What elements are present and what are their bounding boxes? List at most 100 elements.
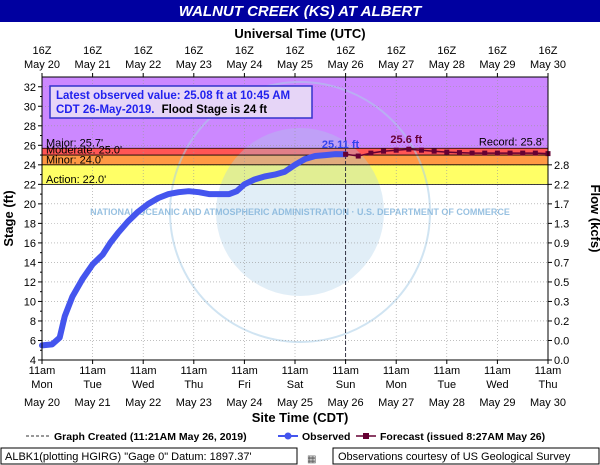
observed-point <box>165 191 172 197</box>
forecast-point <box>494 150 500 156</box>
forecast-point <box>343 151 349 157</box>
top-time-label: 16Z <box>33 45 52 57</box>
bottom-time-label: 11am <box>332 365 359 377</box>
watermark-disc <box>216 128 384 296</box>
record-label: Record: 25.8' <box>479 136 544 148</box>
bottom-weekday-label: Mon <box>385 379 406 391</box>
y2-tick-label: 0.5 <box>554 277 569 289</box>
top-time-label: 16Z <box>336 45 355 57</box>
bottom-date-label: May 25 <box>277 397 313 409</box>
threshold-label-minor: Minor: 24.0' <box>46 154 103 166</box>
bottom-weekday-label: Mon <box>31 379 52 391</box>
y2-tick-label: 0.0 <box>554 355 569 367</box>
bottom-weekday-label: Wed <box>486 379 508 391</box>
bottom-time-label: 11am <box>535 365 562 377</box>
y-tick-label: 30 <box>24 101 36 113</box>
y-axis-title: Stage (ft) <box>1 190 16 246</box>
observed-point <box>241 181 247 187</box>
top-date-label: May 26 <box>328 59 364 71</box>
y2-tick-label: 1.7 <box>554 199 569 211</box>
legend-observed-label: Observed <box>302 431 350 443</box>
forecast-point <box>381 148 387 154</box>
axes: 4 6 8 10 12 14 16 18 20 22 24 26 28 30 32 0.0 0.0 0.2 0.3 0… <box>1 45 600 409</box>
bottom-time-label: 11am <box>433 365 460 377</box>
y2-tick-label: 0.0 <box>554 335 569 347</box>
y-tick-label: 20 <box>24 199 36 211</box>
band-minor <box>42 155 548 165</box>
bottom-date-label: May 24 <box>226 397 262 409</box>
top-time-label: 16Z <box>184 45 203 57</box>
observed-point <box>90 261 96 267</box>
forecast-point <box>419 147 424 153</box>
top-time-label: 16Z <box>83 45 102 57</box>
top-date-label: May 30 <box>530 59 566 71</box>
bottom-weekday-label: Thu <box>184 379 203 391</box>
bottom-weekday-label: Thu <box>539 379 558 391</box>
threshold-label-action: Action: 22.0' <box>46 174 106 186</box>
y-tick-label: 26 <box>24 140 36 152</box>
top-axis-title: Universal Time (UTC) <box>234 26 365 41</box>
y2-tick-label: 0.3 <box>554 296 569 308</box>
bottom-axis-title: Site Time (CDT) <box>252 410 349 425</box>
observed-point <box>57 334 63 341</box>
y-tick-label: 12 <box>24 277 36 289</box>
info-box-line1: Latest observed value: 25.08 ft at 10:45… <box>56 90 290 102</box>
bottom-date-label: May 20 <box>24 397 60 409</box>
y2-tick-label: 1.3 <box>554 218 569 230</box>
forecast-point <box>406 146 412 152</box>
y-tick-label: 18 <box>24 218 36 230</box>
top-date-label: May 28 <box>429 59 465 71</box>
observed-point <box>322 152 328 158</box>
band-action <box>42 164 548 185</box>
bottom-time-label: 11am <box>29 365 56 377</box>
top-date-label: May 25 <box>277 59 313 71</box>
y-tick-label: 14 <box>24 257 36 269</box>
series-layer: 25.11 ft 25.6 ft <box>39 134 551 349</box>
top-time-label: 16Z <box>286 45 305 57</box>
observed-point <box>100 252 106 258</box>
chart-title: WALNUT CREEK (KS) AT ALBERT <box>179 3 423 20</box>
footer-right-box <box>332 447 600 465</box>
watermark-text: NATIONAL OCEANIC AND ATMOSPHERIC ADMINIS… <box>90 207 510 217</box>
observed-point <box>312 153 318 159</box>
observed-point <box>69 293 75 300</box>
footer-left-box <box>0 447 298 465</box>
legend-created-label: Graph Created (11:21AM May 26, 2019) <box>54 431 247 443</box>
observed-point <box>135 209 141 215</box>
forecast-point <box>532 150 538 156</box>
bottom-weekday-label: Tue <box>438 379 457 391</box>
y-tick-label: 10 <box>24 296 36 308</box>
y-tick-label: 8 <box>30 316 36 328</box>
observed-point <box>176 189 182 195</box>
info-box <box>49 85 313 119</box>
top-time-label: 16Z <box>387 45 406 57</box>
y-tick-label: 24 <box>24 160 36 172</box>
y-tick-label: 6 <box>30 335 36 347</box>
top-time-label: 16Z <box>437 45 456 57</box>
bottom-weekday-label: Sat <box>287 379 304 391</box>
observed-point <box>226 191 232 197</box>
observed-point <box>332 151 339 157</box>
top-time-label: 16Z <box>539 45 558 57</box>
forecast-point <box>444 149 450 155</box>
observed-point <box>251 176 258 183</box>
noaa-watermark: NATIONAL OCEANIC AND ATMOSPHERIC ADMINIS… <box>90 81 510 343</box>
observed-point <box>62 313 68 319</box>
bottom-date-label: May 29 <box>479 397 515 409</box>
observed-point <box>206 191 212 197</box>
noaa-mini-logo: ▦ <box>307 454 316 465</box>
top-date-label: May 29 <box>479 59 515 71</box>
bottom-weekday-label: Sun <box>336 379 356 391</box>
top-time-label: 16Z <box>134 45 153 57</box>
bottom-weekday-label: Fri <box>238 379 251 391</box>
observed-point <box>155 195 161 201</box>
info-box-line2: CDT 26-May-2019. Flood Stage is 24 ft <box>56 104 267 116</box>
title-bar <box>0 0 600 22</box>
threshold-label-moderate: Moderate: 25.0' <box>46 145 122 157</box>
top-date-label: May 24 <box>226 59 262 71</box>
bottom-date-label: May 27 <box>378 397 414 409</box>
observed-point <box>196 189 202 195</box>
y-tick-label: 28 <box>24 121 36 133</box>
bottom-time-label: 11am <box>130 365 157 377</box>
